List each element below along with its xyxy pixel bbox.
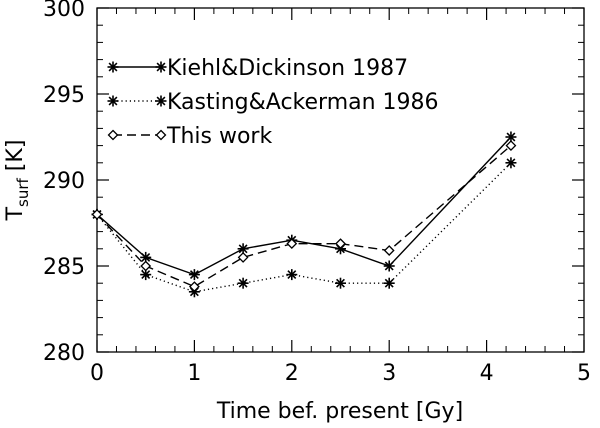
axis-ticks [96, 7, 585, 353]
legend-label: This work [166, 124, 272, 149]
series-layer [91, 131, 517, 298]
x-tick-label: 3 [382, 361, 396, 386]
y-axis-title-main: T [3, 206, 28, 221]
series-1 [91, 157, 517, 298]
data-point [237, 277, 249, 289]
data-point [140, 269, 152, 281]
series-line [96, 145, 512, 288]
legend: Kiehl&Dickinson 1987 Kasting&Ackerman 198… [107, 56, 439, 149]
x-tick-label: 0 [90, 361, 104, 386]
legend-marker [107, 61, 119, 73]
data-point [91, 208, 103, 220]
legend-marker [155, 95, 167, 107]
data-point [335, 238, 346, 250]
data-point [383, 245, 395, 256]
y-tick-label: 300 [43, 0, 85, 22]
series-2 [91, 140, 517, 293]
data-point [505, 131, 517, 143]
x-tick-label: 1 [187, 361, 201, 386]
data-point [335, 277, 346, 289]
data-point [140, 260, 152, 272]
y-axis-title-spacer [3, 171, 28, 178]
x-axis-title: Time bef. present [Gy] [216, 399, 463, 424]
legend-label: Kasting&Ackerman 1986 [167, 90, 439, 115]
legend-marker [155, 129, 167, 141]
x-tick-label: 2 [285, 361, 299, 386]
y-tick-label: 280 [43, 341, 85, 366]
tick-labels: 0 1 2 3 4 5 280 285 290 295 300 [43, 0, 591, 386]
data-point [383, 277, 395, 289]
y-axis-title: Tsurf [K] [3, 140, 32, 222]
data-point [383, 260, 395, 272]
series-line [96, 162, 512, 293]
legend-label: Kiehl&Dickinson 1987 [167, 56, 408, 81]
y-axis-title-unit: [K] [3, 140, 28, 172]
y-tick-label: 290 [43, 169, 85, 194]
data-point [237, 251, 249, 263]
data-point [286, 269, 298, 281]
data-point [188, 281, 200, 293]
x-tick-label: 4 [480, 361, 494, 386]
series-0 [91, 131, 517, 281]
legend-marker [107, 95, 119, 107]
data-point [505, 157, 517, 169]
data-point [286, 238, 298, 250]
y-axis-title-sub: surf [14, 177, 32, 206]
x-tick-label: 5 [577, 361, 591, 386]
legend-marker [107, 129, 119, 141]
data-point [505, 140, 517, 152]
series-line [96, 136, 512, 276]
legend-entry: Kiehl&Dickinson 1987 [107, 56, 408, 81]
legend-entry: Kasting&Ackerman 1986 [107, 90, 439, 115]
y-tick-label: 295 [43, 83, 85, 108]
data-point [188, 269, 200, 281]
y-tick-label: 285 [43, 255, 85, 280]
legend-marker [155, 61, 167, 73]
legend-entry: This work [107, 124, 272, 149]
